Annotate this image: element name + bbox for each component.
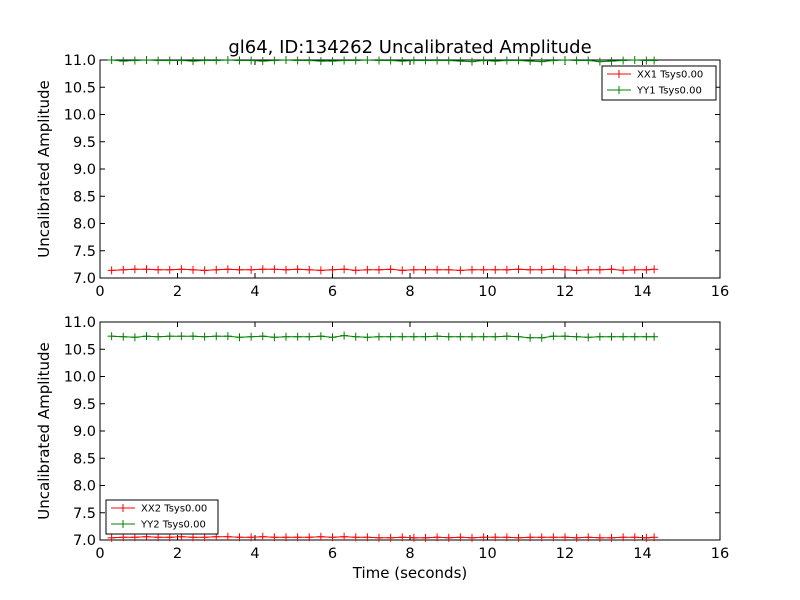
y-tick-label: 8.5 [73,451,96,467]
x-tick-label: 8 [405,546,414,562]
bottom-panel: 0 2 4 6 8 10 12 14 16 7.0 7.5 8.0 8.5 9.0 9.5 10.0 10.5 1… [35,315,729,562]
y-tick-label: 10.5 [64,80,96,96]
y-tick-label: 9.5 [73,397,96,413]
legend-label: YY1 Tsys0.00 [636,86,702,97]
x-tick-label: 0 [95,546,104,562]
y-tick-label: 8.5 [73,189,96,205]
x-tick-label: 2 [173,284,182,300]
top-panel: 0 2 4 6 8 10 12 14 16 7.0 7.5 8.0 8.5 9.0 9.5 10.0 10.5 1… [35,53,729,300]
y-tick-label: 8.0 [73,479,96,495]
y-tick-label: 7.5 [73,244,96,260]
y-tick-label: 10.0 [64,108,96,124]
x-tick-label: 8 [405,284,414,300]
y-axis-label: Uncalibrated Amplitude [35,342,53,519]
y-tick-label: 7.0 [73,271,96,287]
x-tick-label: 2 [173,546,182,562]
y-tick-label: 7.0 [73,533,96,549]
legend-box [105,499,219,535]
y-tick-label: 11.0 [64,315,96,331]
x-tick-label: 10 [478,284,496,300]
chart-title: gl64, ID:134262 Uncalibrated Amplitude [228,37,591,58]
x-tick-label: 12 [556,284,574,300]
y-tick-label: 10.0 [64,370,96,386]
x-tick-label: 12 [556,546,574,562]
x-tick-label: 16 [711,284,729,300]
legend-label: YY2 Tsys0.00 [140,520,206,531]
x-tick-label: 14 [633,284,651,300]
y-tick-label: 9.0 [73,162,96,178]
y-tick-label: 9.5 [73,135,96,151]
legend-label: XX1 Tsys0.00 [637,70,703,81]
x-tick-label: 16 [711,546,729,562]
x-tick-label: 4 [250,546,259,562]
y-tick-label: 7.5 [73,506,96,522]
x-tick-label: 10 [478,546,496,562]
x-tick-label: 14 [633,546,651,562]
y-axis-label: Uncalibrated Amplitude [35,80,53,257]
legend-box [601,65,717,101]
x-tick-label: 6 [328,284,337,300]
x-tick-label: 6 [328,546,337,562]
legend-label: XX2 Tsys0.00 [141,504,207,515]
y-tick-label: 9.0 [73,424,96,440]
x-tick-label: 4 [250,284,259,300]
y-tick-label: 10.5 [64,342,96,358]
y-tick-label: 11.0 [64,53,96,69]
y-tick-label: 8.0 [73,217,96,233]
x-tick-label: 0 [95,284,104,300]
x-axis-label: Time (seconds) [352,564,468,582]
